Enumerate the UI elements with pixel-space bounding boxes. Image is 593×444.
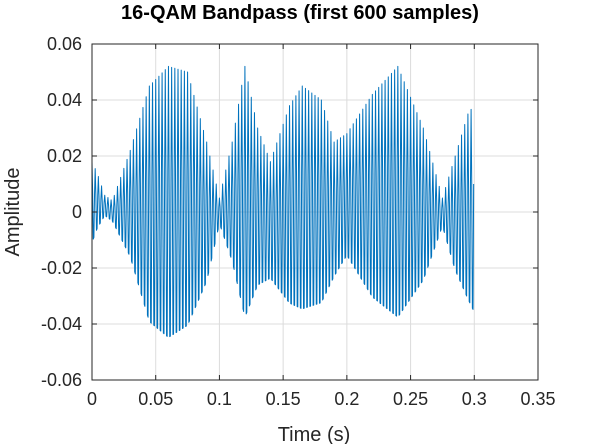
x-tick-label: 0.35: [520, 389, 555, 409]
signal-series: [91, 65, 475, 338]
x-tick-label: 0.15: [266, 389, 301, 409]
x-tick-label: 0.2: [334, 389, 359, 409]
y-tick-label: 0.02: [47, 146, 82, 166]
x-axis-label: Time (s): [278, 424, 351, 444]
y-tick-label: -0.04: [41, 314, 82, 334]
y-tick-label: -0.06: [41, 370, 82, 390]
y-tick-label: 0: [72, 202, 82, 222]
x-tick-label: 0.25: [393, 389, 428, 409]
chart-title: 16-QAM Bandpass (first 600 samples): [121, 2, 479, 24]
series-line: [91, 65, 475, 338]
y-tick-label: 0.06: [47, 34, 82, 54]
y-axis-label: Amplitude: [2, 168, 24, 257]
y-tick-label: 0.04: [47, 90, 82, 110]
x-tick-label: 0.05: [138, 389, 173, 409]
x-tick-label: 0.1: [207, 389, 232, 409]
x-tick-label: 0: [87, 389, 97, 409]
y-tick-label: -0.02: [41, 258, 82, 278]
axis-ticks: 0 0.05 0.1 0.15 0.2 0.25 0.3 0.35 -0.06 -0.04 -0.0…: [41, 34, 556, 409]
x-tick-label: 0.3: [462, 389, 487, 409]
